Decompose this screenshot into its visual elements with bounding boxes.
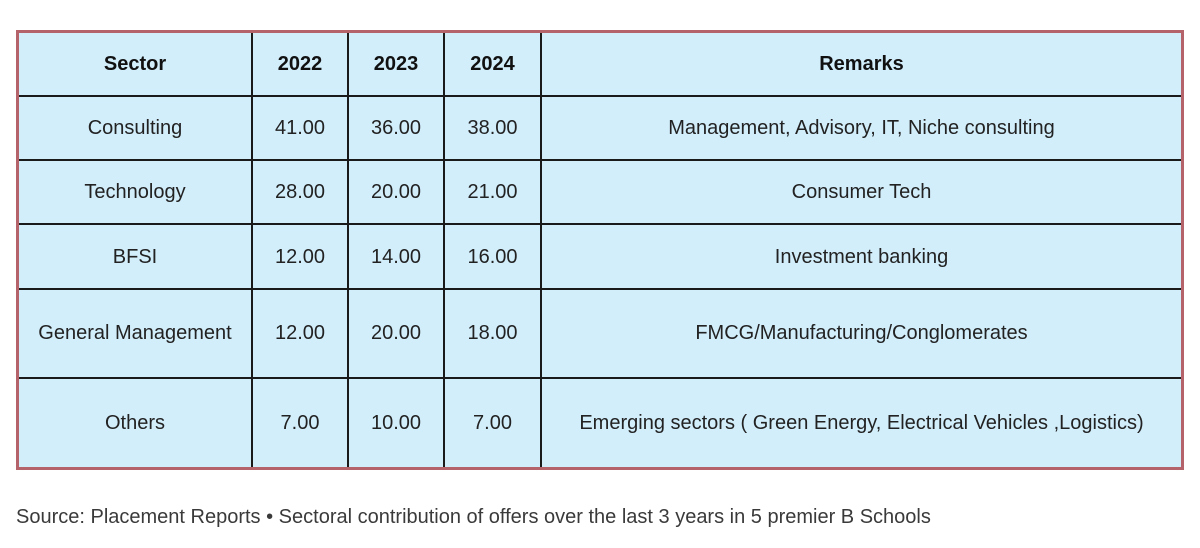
cell-sector: General Management bbox=[19, 287, 253, 380]
cell-2024: 7.00 bbox=[443, 377, 542, 467]
cell-2023: 20.00 bbox=[347, 159, 445, 226]
cell-remarks: Consumer Tech bbox=[540, 159, 1181, 226]
cell-sector: Technology bbox=[19, 159, 253, 226]
cell-remarks: Investment banking bbox=[540, 223, 1181, 290]
cell-remarks: FMCG/Manufacturing/Conglomerates bbox=[540, 287, 1181, 380]
cell-2022: 7.00 bbox=[251, 377, 349, 467]
header-2022: 2022 bbox=[251, 33, 349, 97]
cell-2023: 10.00 bbox=[347, 377, 445, 467]
cell-sector: Others bbox=[19, 377, 253, 467]
header-2023: 2023 bbox=[347, 33, 445, 97]
table-row: Consulting 41.00 36.00 38.00 Management,… bbox=[19, 94, 1181, 162]
cell-remarks: Management, Advisory, IT, Niche consulti… bbox=[540, 94, 1181, 162]
cell-sector: Consulting bbox=[19, 94, 253, 162]
cell-2023: 20.00 bbox=[347, 287, 445, 380]
header-row: Sector 2022 2023 2024 Remarks bbox=[19, 33, 1181, 97]
table-row: Others 7.00 10.00 7.00 Emerging sectors … bbox=[19, 377, 1181, 467]
cell-2022: 41.00 bbox=[251, 94, 349, 162]
cell-2024: 16.00 bbox=[443, 223, 542, 290]
cell-2024: 21.00 bbox=[443, 159, 542, 226]
cell-sector: BFSI bbox=[19, 223, 253, 290]
cell-2022: 28.00 bbox=[251, 159, 349, 226]
cell-2022: 12.00 bbox=[251, 223, 349, 290]
header-2024: 2024 bbox=[443, 33, 542, 97]
cell-remarks: Emerging sectors ( Green Energy, Electri… bbox=[540, 377, 1181, 467]
header-sector: Sector bbox=[19, 33, 253, 97]
cell-2023: 14.00 bbox=[347, 223, 445, 290]
table-row: General Management 12.00 20.00 18.00 FMC… bbox=[19, 287, 1181, 380]
cell-2023: 36.00 bbox=[347, 94, 445, 162]
cell-2024: 18.00 bbox=[443, 287, 542, 380]
sector-table-frame: Sector 2022 2023 2024 Remarks Consulting… bbox=[16, 30, 1184, 470]
cell-2022: 12.00 bbox=[251, 287, 349, 380]
header-remarks: Remarks bbox=[540, 33, 1181, 97]
source-caption: Source: Placement Reports • Sectoral con… bbox=[16, 506, 931, 528]
table-row: BFSI 12.00 14.00 16.00 Investment bankin… bbox=[19, 223, 1181, 290]
cell-2024: 38.00 bbox=[443, 94, 542, 162]
table-row: Technology 28.00 20.00 21.00 Consumer Te… bbox=[19, 159, 1181, 226]
sector-table: Sector 2022 2023 2024 Remarks Consulting… bbox=[19, 33, 1181, 467]
